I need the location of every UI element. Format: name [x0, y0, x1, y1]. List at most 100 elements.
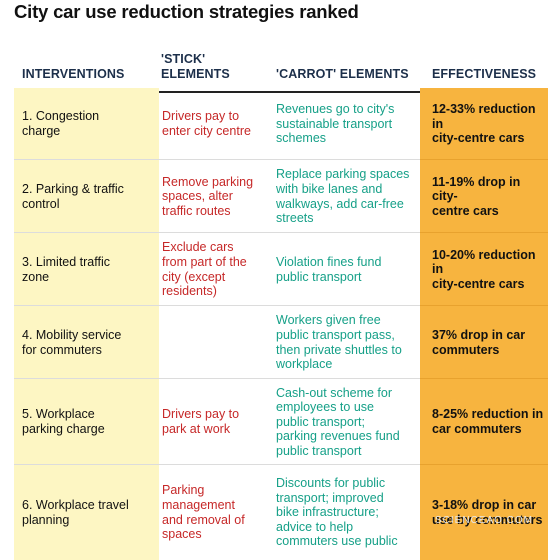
cell-line: 11-19% drop in city- — [432, 174, 521, 204]
table-row: 5. Workplace parking charge Drivers pay to… — [14, 379, 548, 465]
effectiveness-cell: 8-25% reduction in car commuters — [420, 379, 548, 465]
carrot-cell: Cash-out scheme for employees to use publi… — [271, 379, 417, 465]
intervention-cell: 4. Mobility service for commuters — [14, 306, 159, 379]
cell-line: 4. Mobility service — [22, 327, 122, 342]
row-divider-effectiveness — [420, 232, 548, 233]
effectiveness-cell-text: 8-25% reduction in car commuters — [432, 407, 543, 436]
effectiveness-cell-text: 11-19% drop in city-centre cars — [432, 175, 548, 219]
cell-line: planning — [22, 512, 70, 527]
row-divider — [14, 305, 548, 306]
cell-line: use by commuters — [432, 512, 543, 527]
stick-cell-text: Remove parking spaces, alter traffic route… — [162, 175, 253, 219]
carrot-cell: Replace parking spaces with bike lanes an… — [271, 160, 417, 233]
cell-line: centre cars — [432, 203, 499, 218]
effectiveness-cell: 11-19% drop in city-centre cars — [420, 160, 548, 233]
cell-line: management — [162, 497, 235, 512]
table-row: 6. Workplace travel planning Parking manage… — [14, 465, 548, 560]
stick-cell-text: Parking management and removal of spaces — [162, 483, 245, 541]
intervention-cell-text: 1. Congestion charge — [22, 109, 99, 138]
intervention-cell: 3. Limited traffic zone — [14, 233, 159, 306]
cell-line: parking charge — [22, 422, 105, 436]
intervention-cell: 5. Workplace parking charge — [14, 379, 159, 465]
cell-line: city-centre cars — [432, 276, 525, 291]
cell-line: employees to use — [276, 400, 374, 415]
cell-line: advice to help — [276, 519, 354, 534]
header-interventions: INTERVENTIONS — [22, 67, 125, 81]
stick-cell — [159, 306, 271, 379]
header-stick-line1: 'STICK' — [161, 52, 206, 66]
row-divider — [14, 232, 548, 233]
cell-line: Parking — [162, 483, 205, 498]
intervention-cell-text: 3. Limited traffic zone — [22, 255, 110, 284]
cell-line: residents) — [162, 284, 217, 299]
carrot-cell-text: Workers given free public transport pass,… — [276, 313, 402, 371]
header-stick-line2: ELEMENTS — [161, 67, 230, 81]
intervention-cell: 6. Workplace travel planning — [14, 465, 159, 560]
cell-line: workplace — [276, 357, 333, 372]
stick-cell-text: Exclude cars from part of the city (except… — [162, 240, 247, 298]
carrot-cell: Revenues go to city's sustainable transpo… — [271, 88, 417, 160]
cell-line: spaces — [162, 527, 202, 542]
cell-line: Drivers pay to — [162, 109, 240, 124]
cell-line: public transport pass, — [276, 327, 395, 342]
effectiveness-cell-text: 10-20% reduction in city-centre cars — [432, 248, 548, 292]
stick-cell-text: Drivers pay to enter city centre — [162, 109, 251, 138]
intervention-cell-text: 4. Mobility service for commuters — [22, 328, 121, 357]
stick-cell: Parking management and removal of spaces — [159, 465, 271, 560]
cell-line: schemes — [276, 131, 327, 146]
stick-cell: Remove parking spaces, alter traffic route… — [159, 160, 271, 233]
cell-line: public transport — [276, 443, 362, 458]
row-divider — [14, 464, 548, 465]
row-divider-effectiveness — [420, 378, 548, 379]
cell-line: Revenues go to city's — [276, 102, 395, 117]
carrot-cell: Violation fines fund public transport — [271, 233, 417, 306]
effectiveness-cell: 10-20% reduction in city-centre cars — [420, 233, 548, 306]
effectiveness-cell: 12-33% reduction in city-centre cars — [420, 88, 548, 160]
intervention-cell: 2. Parking & traffic control — [14, 160, 159, 233]
cell-line: commuters use public — [276, 534, 398, 549]
header-stick: 'STICK' ELEMENTS — [161, 52, 230, 82]
carrot-cell: Discounts for public transport; improved b… — [271, 465, 417, 560]
carrot-cell-text: Cash-out scheme for employees to use publi… — [276, 386, 400, 459]
effectiveness-cell-text: 12-33% reduction in city-centre cars — [432, 102, 548, 146]
cell-line: and removal of — [162, 512, 245, 527]
cell-line: 37% drop in car — [432, 327, 526, 342]
cell-line: public transport — [276, 269, 362, 284]
cell-line: zone — [22, 269, 50, 284]
stick-cell: Drivers pay to enter city centre — [159, 88, 271, 160]
cell-line: control — [22, 196, 60, 211]
cell-line: bike infrastructure; — [276, 505, 379, 520]
cell-line: 12-33% reduction in — [432, 102, 536, 131]
cell-line: transport; improved — [276, 490, 384, 505]
stick-cell: Drivers pay to park at work — [159, 379, 271, 465]
cell-line: Exclude cars — [162, 240, 234, 255]
cell-line: Discounts for public — [276, 476, 386, 491]
effectiveness-cell: 3-18% drop in car use by commuters — [420, 465, 548, 560]
cell-line: car commuters — [432, 422, 522, 436]
cell-line: charge — [22, 124, 61, 138]
intervention-cell: 1. Congestion charge — [14, 88, 159, 160]
cell-line: commuters — [432, 342, 500, 357]
cell-line: parking revenues fund — [276, 429, 400, 444]
cell-line: Replace parking spaces — [276, 167, 410, 182]
cell-line: park at work — [162, 422, 231, 436]
cell-line: 5. Workplace — [22, 407, 95, 422]
stick-cell-text: Drivers pay to park at work — [162, 407, 239, 436]
cell-line: 1. Congestion — [22, 109, 100, 124]
table-header: INTERVENTIONS 'STICK' ELEMENTS 'CARROT' … — [14, 36, 548, 93]
effectiveness-cell: 37% drop in car commuters — [420, 306, 548, 379]
cell-line: Drivers pay to — [162, 407, 240, 422]
watermark: SCIENCEAO.COM — [434, 515, 533, 526]
header-carrot: 'CARROT' ELEMENTS — [276, 67, 409, 81]
intervention-cell-text: 6. Workplace travel planning — [22, 498, 129, 527]
cell-line: 3. Limited traffic — [22, 254, 111, 269]
cell-line: Cash-out scheme for — [276, 385, 393, 400]
table-row: 4. Mobility service for commuters Workers … — [14, 306, 548, 379]
row-divider — [14, 159, 548, 160]
cell-line: streets — [276, 211, 314, 226]
effectiveness-cell-text: 3-18% drop in car use by commuters — [432, 498, 542, 527]
cell-line: 6. Workplace travel — [22, 497, 129, 512]
cell-line: walkways, add car-free — [276, 196, 404, 211]
intervention-cell-text: 2. Parking & traffic control — [22, 182, 124, 211]
cell-line: with bike lanes and — [276, 181, 383, 196]
